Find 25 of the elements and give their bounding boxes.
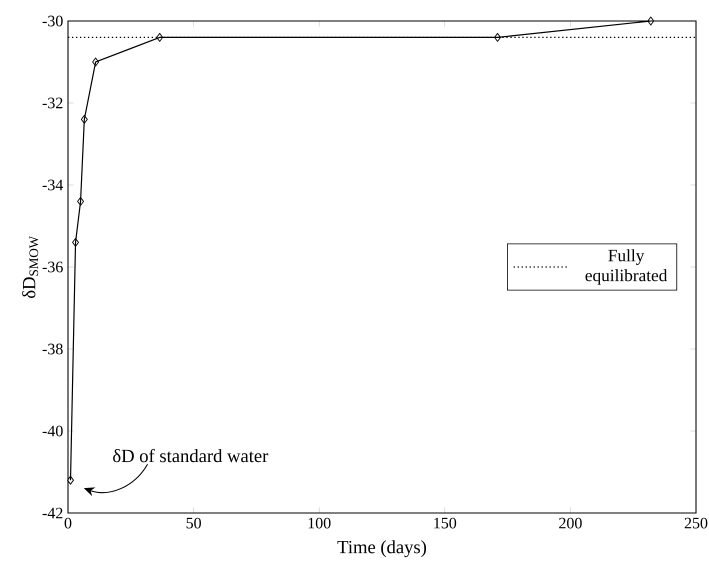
y-axis-title: δD$_{SMOW}$ [22, 236, 38, 298]
point [72, 238, 79, 247]
legend-label: Fully equilibrated [586, 249, 668, 285]
y-tick-label: -32 [42, 98, 62, 108]
x-axis-title: Time (days) [337, 540, 426, 558]
y-tick-label: -40 [42, 426, 63, 436]
point [92, 58, 100, 66]
x-tick-label: 0 [64, 518, 72, 528]
point [80, 114, 88, 124]
y-tick-label: -38 [42, 344, 63, 354]
point [647, 16, 654, 26]
x-tick-label: 250 [684, 518, 708, 528]
y-tick-label: -36 [42, 262, 63, 272]
point [67, 476, 74, 485]
point [156, 32, 164, 42]
y-tick-label: -30 [42, 16, 63, 26]
x-tick-label: 150 [434, 518, 456, 528]
x-tick-label: 100 [308, 518, 331, 528]
point [494, 32, 502, 42]
point [77, 196, 84, 206]
y-tick-label: -42 [42, 508, 62, 518]
y-tick-label: -34 [42, 180, 64, 190]
annotation: δD of standard water [113, 448, 268, 462]
x-tick-label: 200 [559, 518, 582, 528]
x-tick-label: 50 [186, 518, 201, 528]
